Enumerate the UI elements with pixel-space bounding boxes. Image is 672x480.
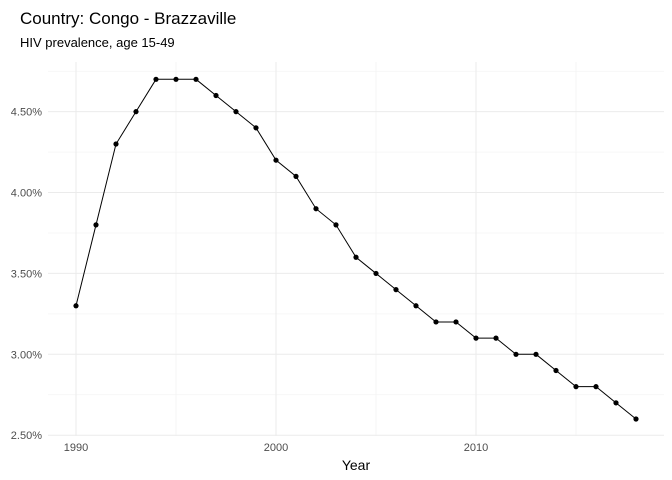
series-layer (75, 78, 637, 420)
data-point (153, 76, 159, 82)
chart-subtitle: HIV prevalence, age 15-49 (20, 35, 175, 50)
data-point (433, 319, 439, 325)
data-point (453, 319, 459, 325)
data-point (93, 222, 99, 228)
x-axis-ticks: 1990 2000 2010 (64, 442, 488, 454)
data-point (193, 76, 199, 82)
data-point (333, 222, 339, 228)
data-point (413, 303, 419, 309)
data-point (553, 367, 559, 374)
y-tick-label: 2.50% (11, 430, 42, 442)
data-point (373, 270, 379, 277)
x-axis-title: Year (342, 457, 371, 473)
data-point (293, 173, 299, 179)
data-point (253, 125, 259, 131)
data-point (573, 384, 579, 390)
data-point (273, 157, 279, 163)
data-point (173, 76, 179, 82)
data-point (513, 351, 519, 357)
data-point (213, 92, 219, 99)
data-point (233, 109, 239, 115)
data-point (113, 141, 119, 147)
y-axis-ticks: 2.50% 3.00% 3.50% 4.00% 4.50% (11, 107, 42, 443)
data-point (133, 109, 139, 115)
y-tick-label: 4.50% (11, 107, 42, 119)
data-point (353, 254, 359, 260)
data-point (493, 335, 499, 341)
data-point (593, 384, 599, 390)
data-point (473, 335, 479, 341)
major-gridlines (48, 62, 664, 436)
x-tick-label: 2010 (464, 442, 488, 454)
x-tick-label: 1990 (64, 442, 88, 454)
data-point (393, 287, 399, 293)
data-point (73, 303, 79, 309)
y-tick-label: 3.00% (11, 349, 42, 361)
y-tick-label: 3.50% (11, 268, 42, 280)
series-line (75, 78, 637, 420)
minor-gridlines (48, 62, 664, 436)
data-point (533, 351, 539, 357)
y-tick-label: 4.00% (11, 188, 42, 200)
points-layer (73, 76, 639, 422)
data-point (313, 206, 319, 212)
data-point (613, 400, 619, 406)
chart-title: Country: Congo - Brazzaville (20, 9, 236, 28)
data-point (633, 416, 639, 422)
x-tick-label: 2000 (264, 442, 288, 454)
